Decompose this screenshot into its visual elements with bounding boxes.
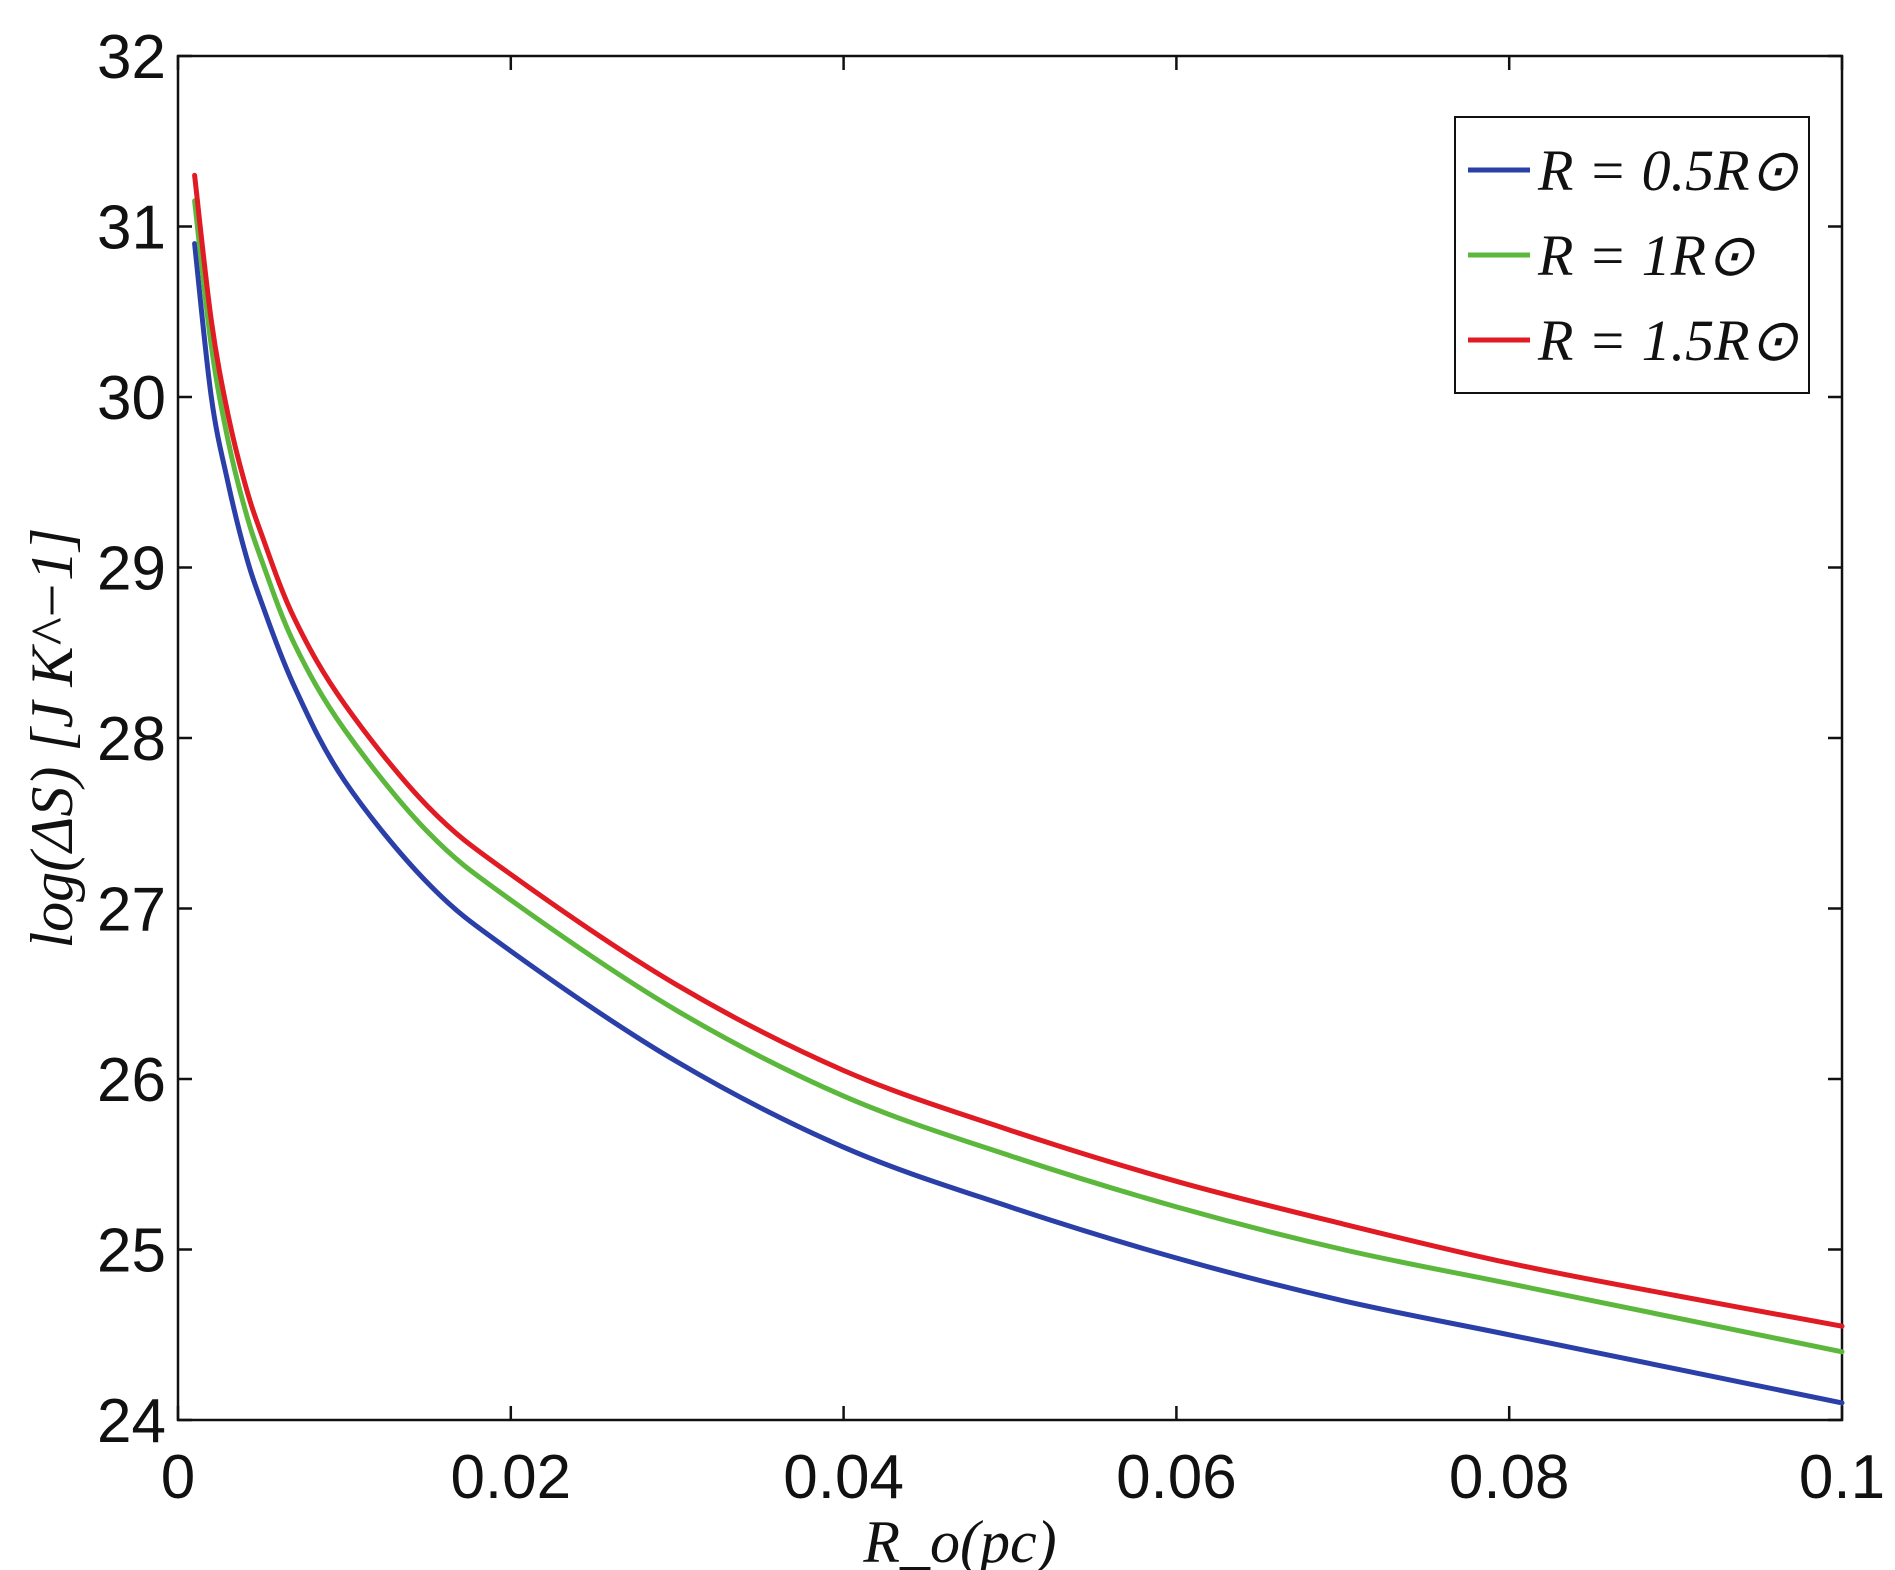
y-tick-label: 30 bbox=[97, 364, 166, 433]
series-line-3 bbox=[192, 172, 1845, 1329]
y-tick-label: 27 bbox=[97, 876, 166, 945]
y-tick-label: 31 bbox=[97, 194, 166, 263]
y-tick-label: 29 bbox=[97, 535, 166, 604]
y-tick-label: 32 bbox=[97, 23, 166, 92]
y-tick-label: 24 bbox=[97, 1387, 166, 1456]
x-tick-label: 0.1 bbox=[1799, 1443, 1885, 1512]
y-tick-label: 25 bbox=[97, 1217, 166, 1286]
y-tick-label: 26 bbox=[97, 1046, 166, 1115]
y-tick-label: 28 bbox=[97, 705, 166, 774]
legend-items: R = 0.5R⊙ R = 1R⊙ R = 1.5R⊙ bbox=[1468, 138, 1798, 373]
x-tick-label: 0.04 bbox=[783, 1443, 904, 1512]
x-tick-label: 0 bbox=[161, 1443, 195, 1512]
series-lines bbox=[192, 172, 1845, 1406]
legend-label-2: R = 1R⊙ bbox=[1537, 223, 1755, 288]
legend-label-1: R = 0.5R⊙ bbox=[1537, 138, 1798, 203]
legend: R = 0.5R⊙ R = 1R⊙ R = 1.5R⊙ bbox=[1454, 116, 1810, 394]
x-tick-label: 0.06 bbox=[1116, 1443, 1237, 1512]
y-axis-label: log(ΔS) [J K^−1] bbox=[19, 528, 85, 949]
x-axis-tick-labels: 0 0.02 0.04 0.06 0.08 0.1 bbox=[161, 1443, 1885, 1512]
axis-ticks bbox=[176, 54, 1844, 1422]
x-tick-label: 0.02 bbox=[450, 1443, 571, 1512]
series-line-2 bbox=[192, 198, 1845, 1355]
x-axis-label: R_o(pc) bbox=[862, 1509, 1056, 1570]
x-tick-label: 0.08 bbox=[1449, 1443, 1570, 1512]
legend-label-3: R = 1.5R⊙ bbox=[1537, 308, 1798, 373]
y-axis-tick-labels: 24 25 26 27 28 29 30 31 32 bbox=[97, 23, 166, 1456]
series-line-1 bbox=[192, 241, 1845, 1406]
